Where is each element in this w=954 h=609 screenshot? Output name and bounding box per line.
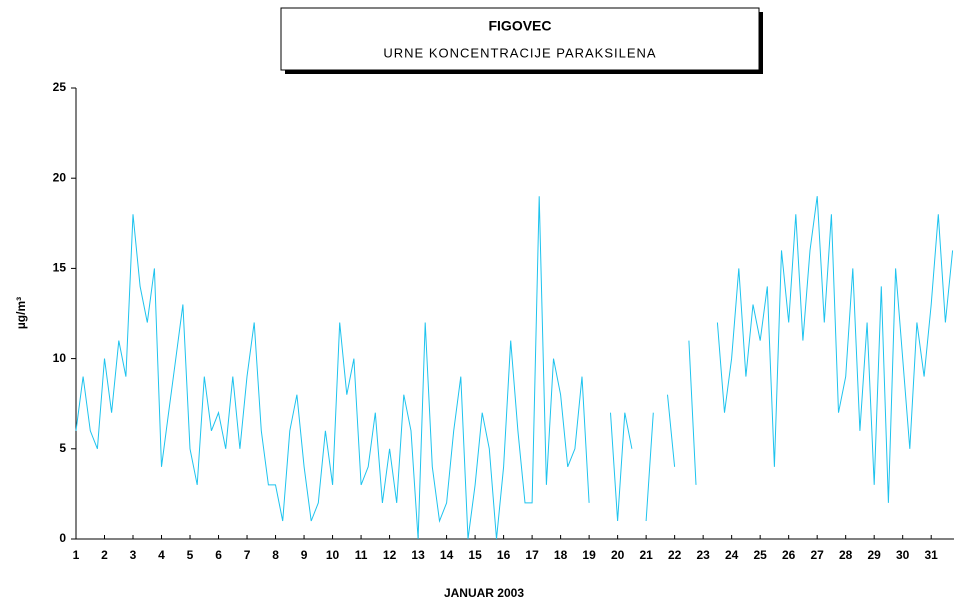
x-tick-label: 18	[554, 548, 568, 562]
y-tick-label: 15	[53, 261, 67, 275]
x-tick-label: 11	[355, 548, 368, 562]
y-tick-label: 20	[53, 170, 67, 184]
y-tick-label: 25	[53, 80, 67, 94]
title-box	[280, 7, 760, 71]
x-tick-label: 1	[73, 548, 80, 562]
y-tick-label: 0	[59, 531, 66, 545]
x-axis-label: JANUAR 2003	[444, 586, 524, 600]
x-tick-label: 6	[215, 548, 222, 562]
x-tick-label: 3	[130, 548, 137, 562]
x-tick-label: 19	[582, 548, 596, 562]
x-tick-label: 14	[440, 548, 454, 562]
x-tick-label: 30	[896, 548, 910, 562]
x-tick-label: 10	[326, 548, 340, 562]
x-tick-label: 31	[925, 548, 939, 562]
x-tick-label: 4	[158, 548, 165, 562]
x-tick-label: 21	[639, 548, 653, 562]
chart-subtitle: URNE KONCENTRACIJE PARAKSILENA	[383, 45, 656, 60]
data-line	[75, 196, 954, 540]
x-tick-label: 16	[497, 548, 511, 562]
x-tick-label: 27	[810, 548, 824, 562]
x-tick-label: 2	[101, 548, 108, 562]
x-tick-label: 25	[753, 548, 767, 562]
x-tick-label: 28	[839, 548, 853, 562]
y-tick-label: 10	[53, 351, 67, 365]
x-tick-label: 24	[725, 548, 739, 562]
x-tick-label: 20	[611, 548, 625, 562]
x-tick-label: 9	[301, 548, 308, 562]
x-tick-label: 7	[244, 548, 251, 562]
x-tick-label: 29	[868, 548, 882, 562]
x-tick-label: 22	[668, 548, 682, 562]
x-tick-label: 8	[272, 548, 279, 562]
y-tick-label: 5	[59, 441, 66, 455]
x-tick-label: 23	[696, 548, 710, 562]
chart-title: FIGOVEC	[488, 18, 551, 34]
x-tick-label: 26	[782, 548, 796, 562]
x-tick-label: 17	[525, 548, 539, 562]
x-tick-label: 13	[411, 548, 425, 562]
x-tick-label: 15	[468, 548, 482, 562]
y-axis-label: µg/m³	[14, 297, 28, 329]
x-tick-label: 12	[383, 548, 397, 562]
x-tick-label: 5	[187, 548, 194, 562]
